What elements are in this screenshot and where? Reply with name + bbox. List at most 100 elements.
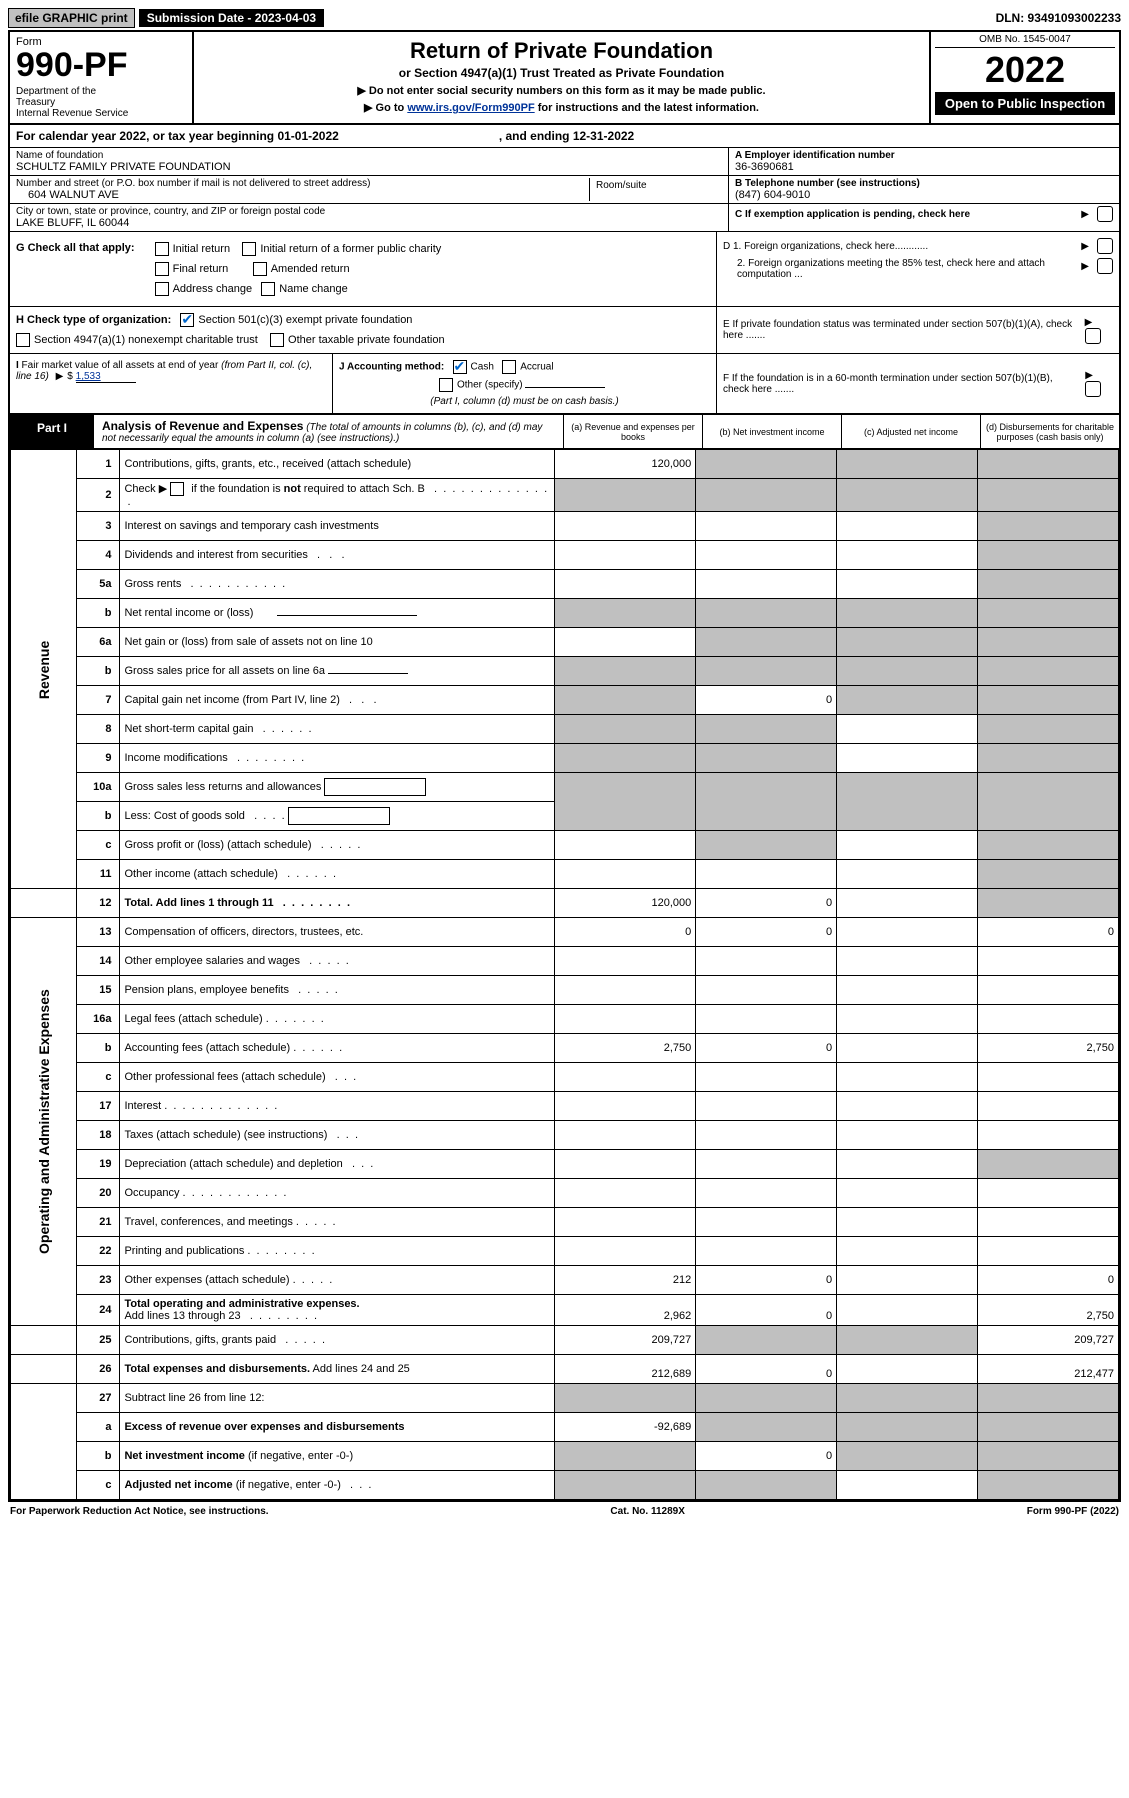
table-row: 26Total expenses and disbursements. Add …	[11, 1355, 1119, 1384]
table-row: 23Other expenses (attach schedule) . . .…	[11, 1266, 1119, 1295]
table-row: 21Travel, conferences, and meetings . . …	[11, 1208, 1119, 1237]
expenses-label: Operating and Administrative Expenses	[11, 918, 77, 1326]
revenue-label: Revenue	[11, 450, 77, 889]
table-row: bAccounting fees (attach schedule) . . .…	[11, 1034, 1119, 1063]
instr-ssn: ▶ Do not enter social security numbers o…	[204, 84, 919, 97]
cb-f[interactable]	[1085, 381, 1101, 397]
submission-date: Submission Date - 2023-04-03	[139, 9, 324, 27]
phone-label: B Telephone number (see instructions)	[735, 178, 1113, 189]
cb-e[interactable]	[1085, 328, 1101, 344]
table-row: cOther professional fees (attach schedul…	[11, 1063, 1119, 1092]
h-label: H Check type of organization:	[16, 314, 171, 326]
arrow-icon: ▶	[56, 371, 64, 382]
cb-cash[interactable]	[453, 360, 467, 374]
dln: DLN: 93491093002233	[996, 11, 1121, 25]
table-row: 6aNet gain or (loss) from sale of assets…	[11, 628, 1119, 657]
table-row: 4Dividends and interest from securities …	[11, 541, 1119, 570]
exemption-checkbox[interactable]	[1097, 206, 1113, 222]
name-label: Name of foundation	[16, 150, 722, 161]
j-label: J Accounting method:	[339, 362, 444, 373]
table-row: cGross profit or (loss) (attach schedule…	[11, 831, 1119, 860]
cb-final[interactable]	[155, 262, 169, 276]
table-row: bGross sales price for all assets on lin…	[11, 657, 1119, 686]
table-row: 24Total operating and administrative exp…	[11, 1295, 1119, 1326]
instr-goto: ▶ Go to www.irs.gov/Form990PF for instru…	[204, 101, 919, 114]
room-label: Room/suite	[589, 178, 722, 201]
arrow-icon: ▶	[1081, 241, 1089, 252]
arrow-icon: ▶	[1085, 317, 1093, 328]
table-row: 3Interest on savings and temporary cash …	[11, 512, 1119, 541]
table-row: 12Total. Add lines 1 through 11 . . . . …	[11, 889, 1119, 918]
cb-d1[interactable]	[1097, 238, 1113, 254]
part1-title: Analysis of Revenue and Expenses	[102, 419, 303, 433]
col-d-header: (d) Disbursements for charitable purpose…	[980, 415, 1119, 448]
arrow-icon: ▶	[1081, 261, 1089, 272]
cb-initial-former[interactable]	[242, 242, 256, 256]
foundation-name: SCHULTZ FAMILY PRIVATE FOUNDATION	[16, 161, 722, 173]
table-row: 10aGross sales less returns and allowanc…	[11, 773, 1119, 802]
lbl-initial-former: Initial return of a former public charit…	[260, 243, 441, 255]
irs-link[interactable]: www.irs.gov/Form990PF	[407, 102, 534, 114]
table-row: 27Subtract line 26 from line 12:	[11, 1384, 1119, 1413]
table-row: 20Occupancy . . . . . . . . . . . .	[11, 1179, 1119, 1208]
table-row: 25Contributions, gifts, grants paid . . …	[11, 1326, 1119, 1355]
open-public: Open to Public Inspection	[935, 92, 1115, 115]
table-row: 14Other employee salaries and wages . . …	[11, 947, 1119, 976]
cb-4947[interactable]	[16, 333, 30, 347]
table-row: bNet rental income or (loss)	[11, 599, 1119, 628]
street-label: Number and street (or P.O. box number if…	[16, 178, 589, 189]
table-row: 16aLegal fees (attach schedule) . . . . …	[11, 1005, 1119, 1034]
table-row: 15Pension plans, employee benefits . . .…	[11, 976, 1119, 1005]
table-row: Revenue 1 Contributions, gifts, grants, …	[11, 450, 1119, 479]
exemption-label: C If exemption application is pending, c…	[735, 209, 970, 220]
cb-amended[interactable]	[253, 262, 267, 276]
cb-address[interactable]	[155, 282, 169, 296]
cb-d2[interactable]	[1097, 258, 1113, 274]
footer-left: For Paperwork Reduction Act Notice, see …	[10, 1506, 269, 1517]
d2-label: 2. Foreign organizations meeting the 85%…	[723, 258, 1077, 280]
f-label: F If the foundation is in a 60-month ter…	[723, 373, 1081, 395]
calendar-year-text: For calendar year 2022, or tax year begi…	[16, 129, 339, 143]
lbl-4947: Section 4947(a)(1) nonexempt charitable …	[34, 334, 258, 346]
cb-schb[interactable]	[170, 482, 184, 496]
table-row: 18Taxes (attach schedule) (see instructi…	[11, 1121, 1119, 1150]
col-a-header: (a) Revenue and expenses per books	[563, 415, 702, 448]
e-label: E If private foundation status was termi…	[723, 319, 1081, 341]
efile-button[interactable]: efile GRAPHIC print	[8, 8, 135, 28]
cb-accrual[interactable]	[502, 360, 516, 374]
g-label: G Check all that apply:	[16, 242, 135, 254]
col-b-header: (b) Net investment income	[702, 415, 841, 448]
form-title: Return of Private Foundation	[204, 38, 919, 64]
lbl-initial: Initial return	[173, 243, 230, 255]
table-row: 9Income modifications . . . . . . . .	[11, 744, 1119, 773]
table-row: aExcess of revenue over expenses and dis…	[11, 1413, 1119, 1442]
cb-name-change[interactable]	[261, 282, 275, 296]
city-label: City or town, state or province, country…	[16, 206, 722, 217]
cb-initial[interactable]	[155, 242, 169, 256]
dept-treasury: Department of theTreasuryInternal Revenu…	[16, 86, 186, 119]
cb-other-method[interactable]	[439, 378, 453, 392]
part1-label: Part I	[10, 415, 94, 448]
fmv-value[interactable]: 1,533	[76, 371, 136, 383]
form-number: 990-PF	[16, 48, 186, 82]
lbl-501c3: Section 501(c)(3) exempt private foundat…	[198, 314, 412, 326]
d1-label: D 1. Foreign organizations, check here..…	[723, 241, 928, 252]
form-subtitle: or Section 4947(a)(1) Trust Treated as P…	[204, 66, 919, 80]
table-row: 22Printing and publications . . . . . . …	[11, 1237, 1119, 1266]
cb-other-taxable[interactable]	[270, 333, 284, 347]
cb-501c3[interactable]	[180, 313, 194, 327]
street-value: 604 WALNUT AVE	[16, 189, 589, 201]
table-row: 11Other income (attach schedule) . . . .…	[11, 860, 1119, 889]
j-note: (Part I, column (d) must be on cash basi…	[339, 396, 710, 407]
lbl-name-change: Name change	[279, 283, 348, 295]
lbl-final: Final return	[173, 263, 229, 275]
table-row: 7Capital gain net income (from Part IV, …	[11, 686, 1119, 715]
city-value: LAKE BLUFF, IL 60044	[16, 217, 722, 229]
ein-label: A Employer identification number	[735, 150, 1113, 161]
lbl-accrual: Accrual	[520, 362, 553, 373]
lbl-other-method: Other (specify)	[457, 380, 523, 391]
table-row: 5aGross rents . . . . . . . . . . .	[11, 570, 1119, 599]
calendar-ending: , and ending 12-31-2022	[499, 129, 634, 143]
footer-right: Form 990-PF (2022)	[1027, 1506, 1119, 1517]
table-row: 8Net short-term capital gain . . . . . .	[11, 715, 1119, 744]
